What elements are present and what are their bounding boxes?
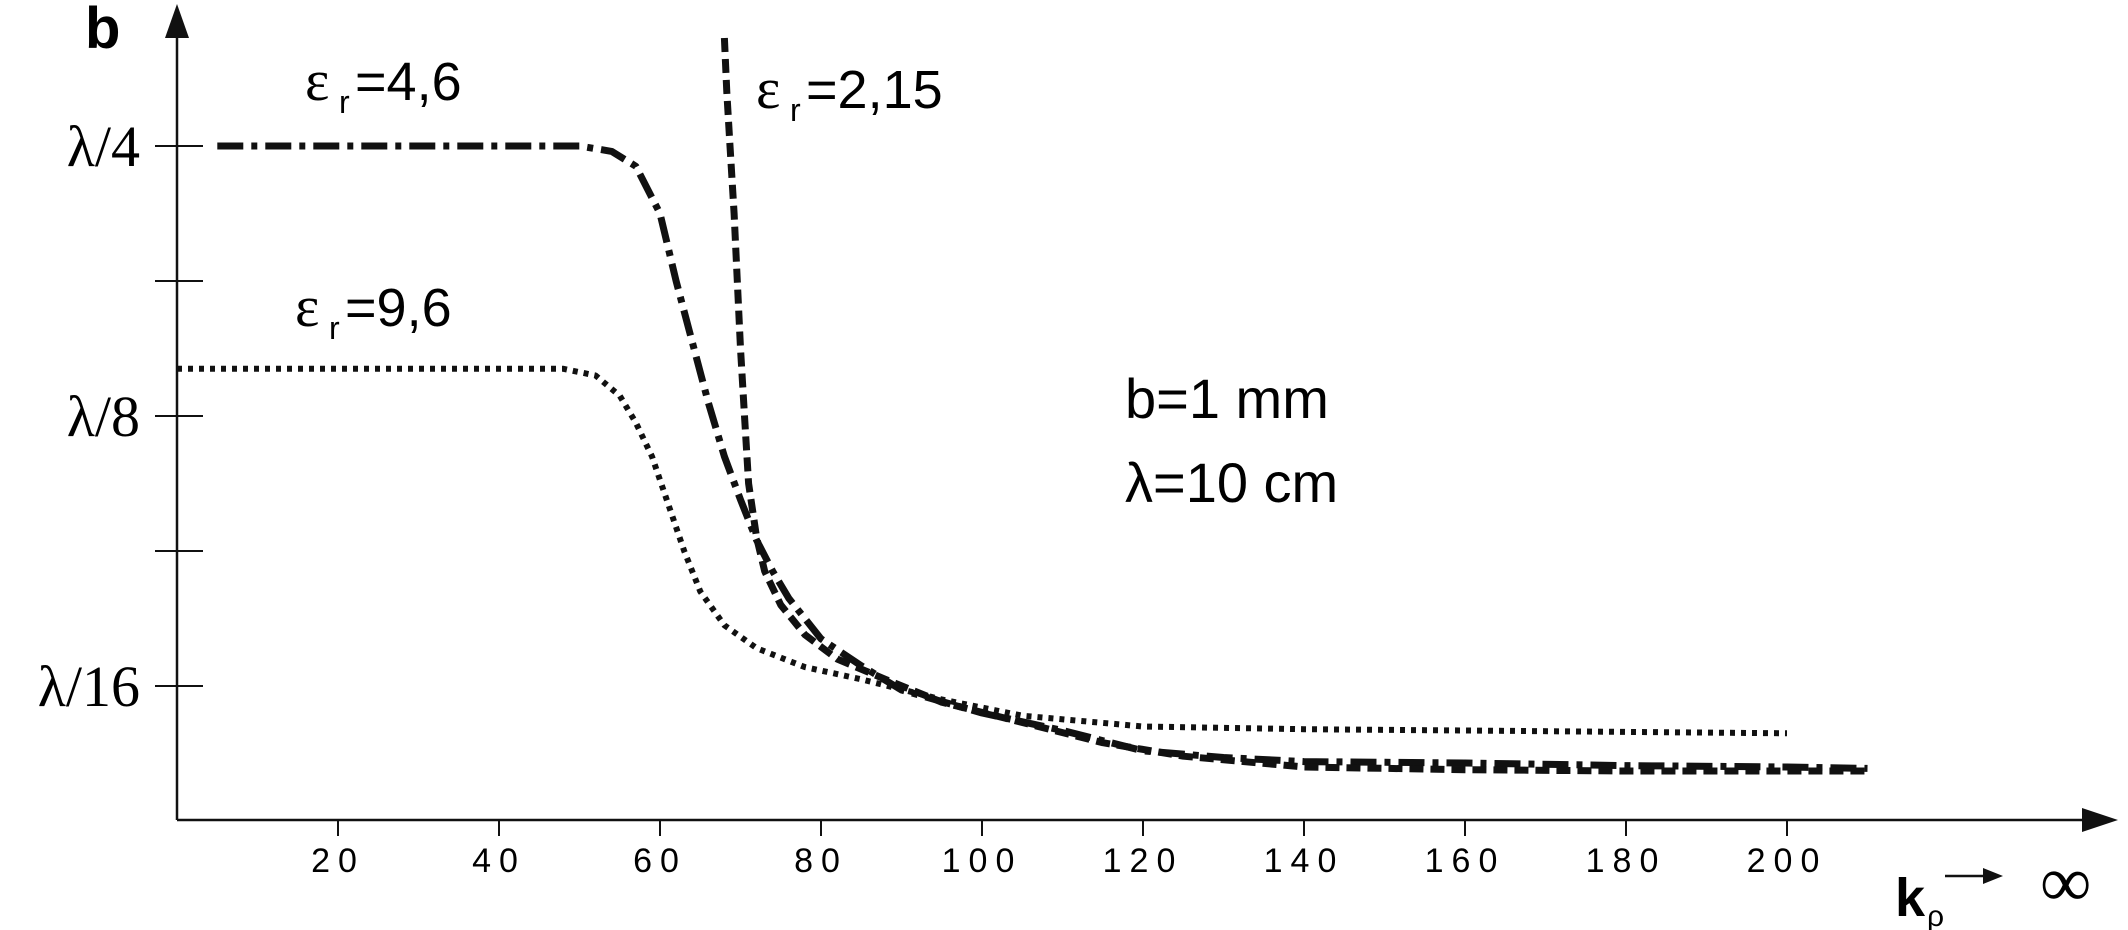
data-point <box>1142 726 1143 727</box>
x-tick-label: 80 <box>794 842 848 880</box>
y-axis-arrow <box>165 4 189 38</box>
data-point <box>1625 731 1626 732</box>
legend-label-er-4-6: ε r =4,6 <box>305 48 462 120</box>
legend-label-subscript: r <box>339 84 350 120</box>
legend-label-value: =9,6 <box>345 278 452 338</box>
data-point <box>708 402 709 403</box>
data-point <box>1464 730 1465 731</box>
series-line-dotted <box>177 365 1788 737</box>
x-axis-arrow <box>2082 808 2118 832</box>
x-tick-label: 100 <box>942 842 1023 880</box>
data-point <box>1303 766 1304 767</box>
series-line-dashdot <box>217 142 1868 772</box>
legend-label-subscript: r <box>329 310 340 346</box>
y-axis-label: b <box>85 0 120 61</box>
parameter-annotation: b=1 mm λ=10 cm <box>1125 367 1338 514</box>
x-axis-label-sub: ρ <box>1927 900 1944 930</box>
x-tick-label: 40 <box>472 842 526 880</box>
legend-label-value: =2,15 <box>806 60 943 120</box>
series-lines <box>177 37 1868 775</box>
x-axis-label-arrowhead <box>1983 868 2003 884</box>
legend-label-value: =4,6 <box>355 52 462 112</box>
y-tick-label: λ/4 <box>67 114 140 179</box>
x-axis-label: k ρ ∞ <box>1895 842 2091 930</box>
data-point <box>659 213 660 214</box>
infinity-symbol: ∞ <box>2040 842 2091 922</box>
data-point <box>635 422 636 423</box>
y-tick-label: λ/8 <box>67 384 140 449</box>
annotation-line-lambda: λ=10 cm <box>1125 451 1338 514</box>
y-ticks: λ/4 λ/8 λ/16 <box>38 114 203 719</box>
x-tick-label: 60 <box>633 842 687 880</box>
y-tick-label: λ/16 <box>38 654 140 719</box>
x-tick-label: 20 <box>311 842 365 880</box>
annotation-line-b: b=1 mm <box>1125 367 1329 430</box>
data-point <box>1786 770 1787 771</box>
series-line-dashed <box>720 37 1868 775</box>
data-point <box>1022 715 1023 716</box>
legend-label-er-2-15: ε r =2,15 <box>756 56 943 128</box>
data-point <box>861 679 862 680</box>
data-point <box>740 348 741 349</box>
data-point <box>668 503 669 504</box>
data-point <box>756 648 757 649</box>
x-tick-label: 200 <box>1747 842 1828 880</box>
legend-label-epsilon: ε <box>295 274 319 339</box>
x-axis-label-main: k <box>1895 868 1926 928</box>
data-point <box>756 537 757 538</box>
legend-label-epsilon: ε <box>305 48 329 113</box>
data-point <box>418 368 419 369</box>
x-ticks: 20 40 60 80 100 120 140 160 180 200 <box>311 820 1828 880</box>
x-tick-label: 140 <box>1264 842 1345 880</box>
x-tick-label: 120 <box>1103 842 1184 880</box>
x-tick-label: 160 <box>1425 842 1506 880</box>
legend-label-er-9-6: ε r =9,6 <box>295 274 452 346</box>
data-point <box>692 341 693 342</box>
x-tick-label: 180 <box>1586 842 1667 880</box>
legend-label-epsilon: ε <box>756 56 780 121</box>
legend-label-subscript: r <box>790 92 801 128</box>
